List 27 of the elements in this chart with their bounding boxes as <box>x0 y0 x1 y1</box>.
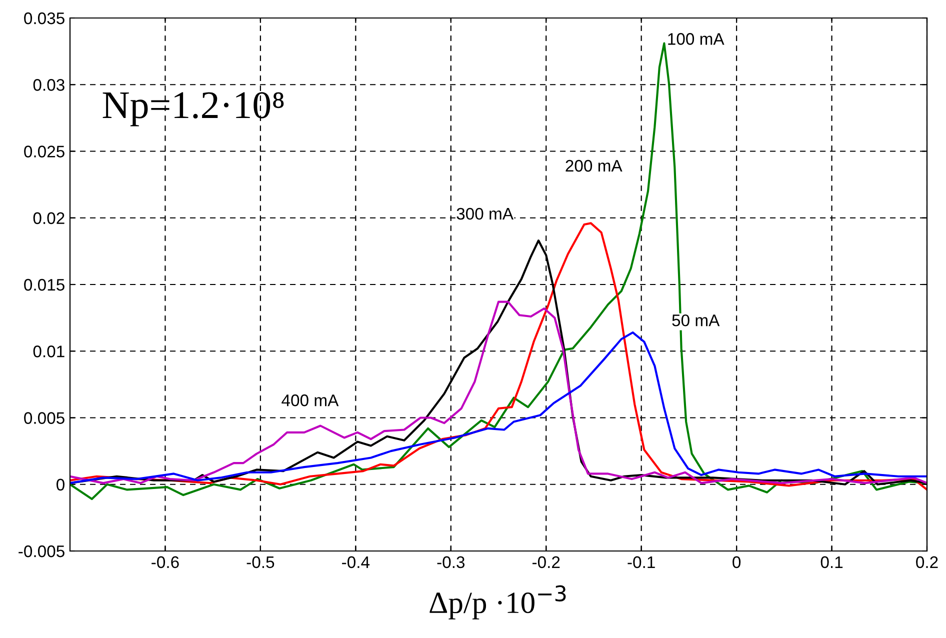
annotation: 400 mA <box>282 394 339 406</box>
x-tick-label: -0.1 <box>628 556 655 568</box>
y-tick-label: 0.01 <box>33 346 64 358</box>
y-tick-label: 0.005 <box>24 412 64 424</box>
y-tick-label: 0.015 <box>24 278 64 291</box>
x-tick-label: 0.1 <box>820 556 843 568</box>
y-tick-label: 0.035 <box>24 12 64 24</box>
x-tick-label: -0.5 <box>246 556 274 568</box>
y-tick-label: -0.005 <box>18 545 64 558</box>
x-tick-label: -0.3 <box>437 556 465 568</box>
x-tick-label: -0.6 <box>152 556 179 568</box>
y-tick-label: 0 <box>56 478 64 491</box>
y-tick-label: 0.025 <box>24 146 64 158</box>
x-tick-label: -0.2 <box>532 556 560 568</box>
annotation: 200 mA <box>566 160 622 172</box>
annotation: Np=1.2·10⁸ <box>102 92 284 126</box>
line-series <box>70 331 927 484</box>
y-tick-label: 0.02 <box>33 212 64 224</box>
line-series <box>70 300 927 484</box>
x-axis-title: Δp/p ·10$^{−3}$ <box>430 585 566 620</box>
annotation: 100 mA <box>668 33 724 45</box>
x-tick-label: 0.2 <box>916 556 938 568</box>
x-tick-label: 0 <box>732 556 741 568</box>
annotation: 50 mA <box>672 314 720 326</box>
annotation: 300 mA <box>456 208 514 220</box>
x-tick-label: -0.4 <box>342 556 370 568</box>
y-tick-label: 0.03 <box>33 79 64 91</box>
